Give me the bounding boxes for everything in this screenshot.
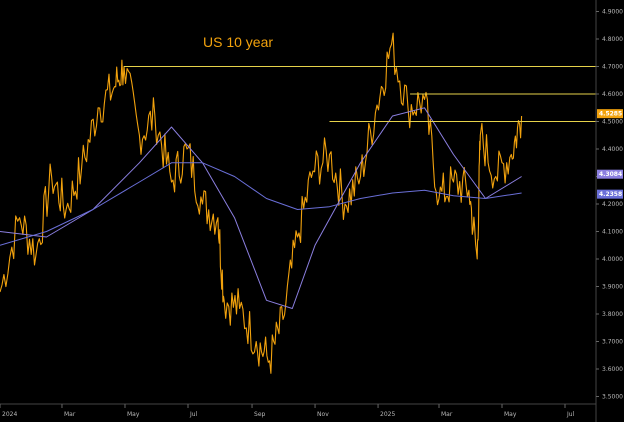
y-tick-label: 3.7000 bbox=[602, 339, 623, 346]
price-badge-2 bbox=[597, 169, 623, 179]
y-tick-label: 3.8000 bbox=[602, 311, 623, 318]
price-badge-label-2: 4.3084 bbox=[599, 171, 622, 178]
price-badge-label-3: 4.2358 bbox=[599, 191, 622, 198]
y-axis: 3.5000 3.6000 3.7000 3.8000 3.9000 4.0000 4.10… bbox=[595, 0, 623, 422]
series-line-3 bbox=[0, 162, 522, 246]
annotation-lines bbox=[123, 66, 596, 122]
y-tick-label: 4.5000 bbox=[602, 119, 623, 126]
y-tick-label: 4.7000 bbox=[602, 64, 623, 71]
y-tick-label: 3.9000 bbox=[602, 284, 623, 291]
y-tick-label: 3.6000 bbox=[602, 366, 623, 373]
y-tick-label: 4.6000 bbox=[602, 91, 623, 98]
y-tick-label: 4.2000 bbox=[602, 201, 623, 208]
y-tick-label: 4.4000 bbox=[602, 146, 623, 153]
x-axis: 2024 Mar May Jul Sep Nov 2025 Mar May Jul bbox=[0, 403, 596, 418]
x-tick-label: Nov bbox=[317, 411, 329, 418]
y-tick-label: 4.9000 bbox=[602, 9, 623, 16]
x-tick-label: Sep bbox=[254, 411, 266, 418]
series-line-2 bbox=[0, 107, 522, 309]
y-tick-label: 3.5000 bbox=[602, 394, 623, 401]
x-tick-label: May bbox=[127, 411, 140, 418]
price-badge-label-1: 4.5285 bbox=[599, 111, 622, 118]
y-tick-label: 4.1000 bbox=[602, 229, 623, 236]
series-line-1 bbox=[0, 32, 523, 374]
price-badges: 4.5285 4.3084 4.2358 bbox=[597, 109, 623, 199]
x-tick-label: Mar bbox=[64, 411, 76, 418]
x-tick-label: Jul bbox=[566, 411, 575, 418]
x-tick-label: Jul bbox=[189, 411, 198, 418]
x-tick-label: Mar bbox=[441, 411, 453, 418]
price-badge-3 bbox=[597, 189, 623, 199]
y-tick-label: 4.0000 bbox=[602, 256, 623, 263]
chart-plot-area bbox=[0, 32, 523, 374]
x-tick-label: 2024 bbox=[2, 411, 17, 418]
y-tick-label: 4.8000 bbox=[602, 36, 623, 43]
chart-title: US 10 year bbox=[203, 34, 274, 50]
x-tick-label: May bbox=[504, 411, 517, 418]
x-tick-label: 2025 bbox=[380, 411, 395, 418]
price-badge-1 bbox=[597, 109, 623, 119]
